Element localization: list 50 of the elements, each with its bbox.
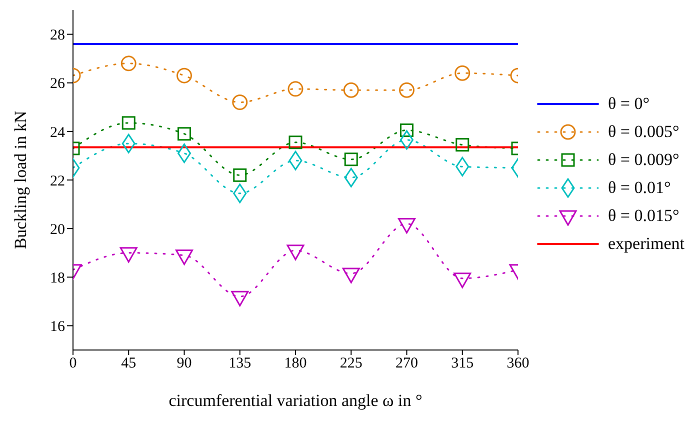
x-tick-label: 270 — [396, 356, 418, 372]
point — [120, 247, 138, 263]
point — [342, 268, 360, 284]
point — [399, 82, 414, 98]
x-tick-label: 225 — [340, 356, 362, 372]
point — [288, 81, 304, 97]
x-tick-label: 0 — [69, 356, 77, 372]
legend-label: θ = 0.005° — [608, 121, 680, 143]
point — [122, 134, 136, 154]
point — [344, 152, 358, 166]
point — [456, 156, 470, 176]
x-tick-label: 135 — [228, 356, 252, 372]
point — [176, 68, 192, 84]
x-tick-label: 315 — [451, 356, 474, 372]
legend-label: θ = 0.015° — [608, 205, 680, 227]
point — [233, 184, 247, 204]
y-tick-label: 24 — [50, 124, 66, 141]
x-tick-label: 360 — [506, 356, 530, 372]
y-tick-label: 22 — [50, 173, 65, 190]
point — [178, 127, 191, 141]
legend-label: θ = 0° — [608, 93, 650, 115]
legend-label: θ = 0.01° — [608, 177, 671, 199]
point — [454, 272, 472, 288]
legend-label: θ = 0.009° — [608, 149, 680, 171]
x-tick-label: 180 — [284, 356, 307, 372]
point — [286, 244, 304, 260]
x-tick-label: 45 — [121, 356, 136, 372]
y-tick-label: 16 — [50, 319, 66, 336]
point — [343, 82, 359, 98]
point — [231, 290, 249, 306]
point — [456, 138, 470, 152]
y-tick-label: 28 — [50, 28, 65, 44]
y-tick-label: 18 — [50, 270, 65, 286]
point — [288, 136, 302, 150]
x-axis-title: circumferential variation angle ω in ° — [168, 391, 422, 410]
point — [233, 168, 247, 182]
point — [120, 56, 136, 72]
y-tick-label: 20 — [50, 222, 65, 238]
point — [176, 250, 193, 266]
point — [232, 94, 248, 110]
point — [398, 218, 416, 234]
legend-label: experiment — [608, 233, 684, 255]
x-tick-label: 90 — [176, 356, 192, 372]
point — [400, 123, 414, 137]
point — [122, 116, 136, 130]
point — [288, 150, 302, 170]
y-tick-label: 26 — [50, 76, 66, 92]
y-axis-title: Buckling load in kN — [11, 110, 30, 250]
point — [344, 168, 358, 188]
point — [454, 65, 470, 81]
